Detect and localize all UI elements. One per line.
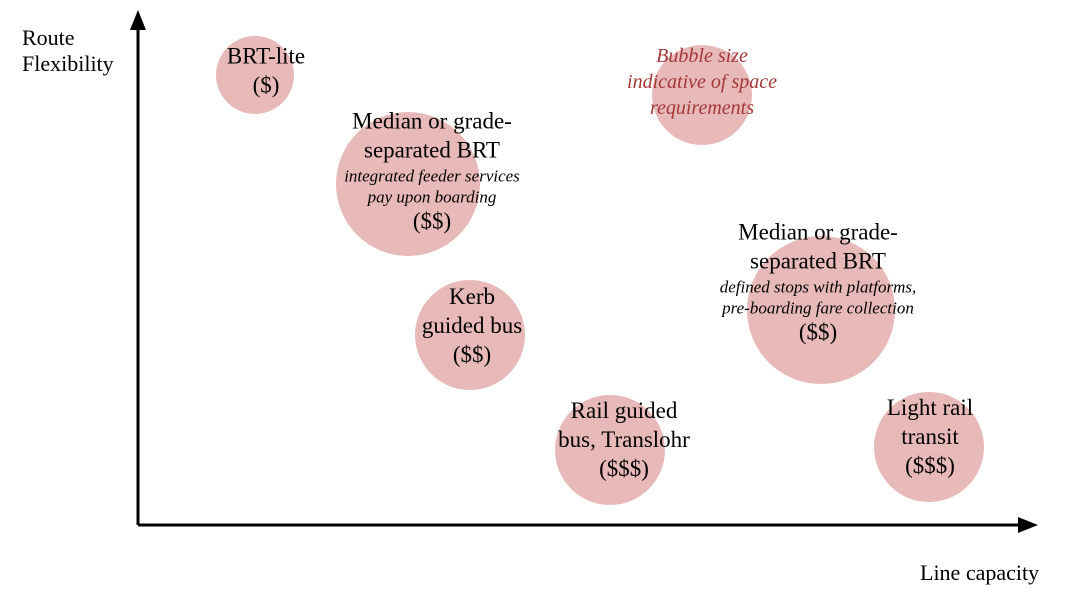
cost: ($$$) — [887, 451, 973, 480]
x-label-text: Line capacity — [920, 560, 1039, 585]
title-l2: separated BRT — [344, 136, 520, 165]
label-median-brt-platforms: Median or grade- separated BRT defined s… — [720, 219, 916, 348]
label-rail-guided: Rail guided bus, Translohr ($$$) — [558, 397, 690, 483]
title-l2: bus, Translohr — [558, 426, 690, 455]
title-l1: Median or grade- — [720, 219, 916, 248]
axes — [0, 0, 1084, 598]
label-light-rail: Light rail transit ($$$) — [887, 394, 973, 480]
title-l2: transit — [887, 423, 973, 452]
label-median-brt-feeder: Median or grade- separated BRT integrate… — [344, 108, 520, 237]
cost: ($$$) — [558, 454, 690, 483]
sub-l2: pre-boarding fare collection — [720, 297, 916, 318]
bubble-chart: BRT-lite ($) Median or grade- separated … — [0, 0, 1084, 598]
title-l1: Rail guided — [558, 397, 690, 426]
title: BRT-lite — [227, 42, 305, 71]
title-l1: Median or grade- — [344, 108, 520, 137]
cost: ($$) — [422, 340, 522, 369]
legend-note: Bubble size indicative of space requirem… — [627, 43, 777, 121]
legend-l1: Bubble size — [627, 43, 777, 69]
cost: ($) — [227, 71, 305, 100]
legend-l2: indicative of space — [627, 69, 777, 95]
title-l2: separated BRT — [720, 247, 916, 276]
legend-l3: requirements — [627, 95, 777, 121]
title-l2: guided bus — [422, 312, 522, 341]
sub-l1: integrated feeder services — [344, 165, 520, 186]
label-brt-lite: BRT-lite ($) — [227, 42, 305, 100]
x-axis-label: Line capacity — [920, 560, 1039, 586]
title-l1: Kerb — [422, 283, 522, 312]
y-axis-label: Route Flexibility — [22, 25, 127, 78]
cost: ($$) — [344, 208, 520, 237]
title-l1: Light rail — [887, 394, 973, 423]
label-kerb-guided: Kerb guided bus ($$) — [422, 283, 522, 369]
sub-l2: pay upon boarding — [344, 186, 520, 207]
cost: ($$) — [720, 319, 916, 348]
sub-l1: defined stops with platforms, — [720, 276, 916, 297]
y-label-text: Route Flexibility — [22, 25, 114, 76]
